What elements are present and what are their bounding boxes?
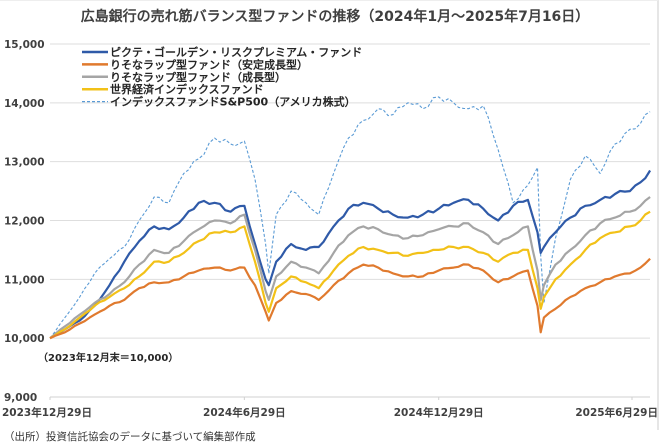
y-axis: 9,000 10,000 11,000 12,000 13,000 14,000 15,00… [4,39,45,404]
legend-label: インデックスファンドS&P500（アメリカ株式） [110,95,356,109]
legend-label: ピクテ・ゴールデン・リスクプレミアム・ファンド [110,45,362,59]
chart-title: 広島銀行の売れ筋バランス型ファンドの推移（2024年1月～2025年7月16日） [81,8,590,25]
y-tick-label: 11,000 [4,274,45,286]
y-tick-label: 14,000 [4,98,45,110]
legend-label: 世界経済インデックスファンド [110,82,264,96]
series-line-1 [49,257,651,340]
x-tick-label: 2024年6月29日 [203,406,286,419]
line-chart: 広島銀行の売れ筋バランス型ファンドの推移（2024年1月～2025年7月16日）… [2,8,658,419]
y-tick-label: 9,000 [4,392,37,404]
chart-frame [0,0,659,430]
y-tick-label: 15,000 [4,39,45,51]
series-line-3 [49,210,651,340]
x-axis: 2023年12月29日 2024年6月29日 2024年12月29日 2025年6月2… [2,397,658,419]
x-tick-label: 2024年12月29日 [394,406,484,419]
grid [50,43,650,398]
y-tick-label: 12,000 [4,216,45,228]
baseline-note: （2023年12月末＝10,000） [38,351,178,364]
y-tick-label: 10,000 [4,333,45,345]
series-line-0 [49,169,652,340]
series-line-2 [49,196,651,340]
legend-label: りそなラップ型ファンド（安定成長型） [110,57,308,71]
x-tick-label: 2025年6月29日 [575,406,658,419]
legend: ピクテ・ゴールデン・リスクプレミアム・ファンドりそなラップ型ファンド（安定成長型… [82,45,362,109]
source-note: （出所）投資信託協会のデータに基づいて編集部作成 [4,431,256,443]
series-lines [49,96,652,340]
x-tick-label: 2023年12月29日 [2,406,92,419]
series-line-4 [49,96,651,339]
y-tick-label: 13,000 [4,157,45,169]
legend-label: りそなラップ型ファンド（成長型） [110,70,286,84]
